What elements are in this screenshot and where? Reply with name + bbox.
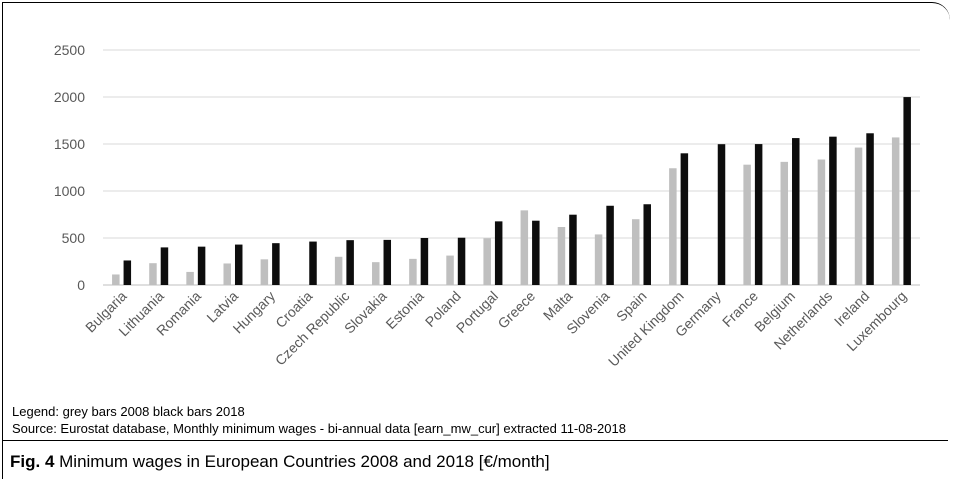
figure-label: Fig. 4 — [10, 452, 55, 471]
bar-ireland-series-1 — [854, 147, 863, 285]
bar-spain-series-2 — [643, 204, 651, 285]
bar-slovakia-series-1 — [372, 262, 380, 285]
caption-divider — [2, 440, 948, 441]
bar-latvia-series-2 — [234, 244, 243, 285]
bar-france-series-1 — [743, 164, 751, 285]
x-tick-label-estonia: Estonia — [382, 288, 426, 332]
bar-france-series-2 — [754, 144, 763, 285]
bar-bulgaria-series-1 — [112, 274, 120, 285]
bar-croatia-series-2 — [309, 241, 317, 285]
bar-slovenia-series-2 — [606, 205, 614, 285]
bar-luxembourg-series-2 — [903, 97, 911, 285]
bar-netherlands-series-2 — [829, 136, 837, 285]
bar-bulgaria-series-2 — [123, 260, 132, 285]
y-tick-label: 2500 — [54, 42, 85, 58]
bar-portugal-series-2 — [494, 221, 503, 285]
bar-greece-series-1 — [520, 210, 529, 285]
bar-greece-series-2 — [532, 220, 540, 285]
bar-spain-series-1 — [631, 219, 640, 285]
bar-malta-series-2 — [569, 214, 577, 285]
bar-poland-series-1 — [446, 255, 454, 285]
bar-hungary-series-1 — [260, 259, 269, 285]
bar-lithuania-series-2 — [160, 247, 169, 285]
figure-caption: Fig. 4 Minimum wages in European Countri… — [10, 452, 550, 472]
y-tick-label: 500 — [62, 230, 86, 246]
bar-estonia-series-2 — [420, 238, 429, 285]
bar-netherlands-series-1 — [817, 159, 826, 285]
bar-slovakia-series-2 — [383, 239, 392, 285]
bar-germany-series-2 — [717, 144, 726, 285]
bar-malta-series-1 — [557, 227, 566, 285]
source-note: Source: Eurostat database, Monthly minim… — [12, 421, 626, 436]
legend-note: Legend: grey bars 2008 black bars 2018 — [12, 404, 245, 419]
y-tick-label: 1000 — [54, 183, 85, 199]
bar-hungary-series-2 — [272, 243, 280, 285]
bar-estonia-series-1 — [409, 258, 417, 285]
bar-united-kingdom-series-2 — [680, 153, 689, 285]
bar-chart: 0 500 1000 1500 2000 2500 BulgariaLithuaniaRo… — [54, 42, 920, 370]
bar-luxembourg-series-1 — [891, 137, 900, 285]
bar-latvia-series-1 — [223, 263, 231, 285]
bar-romania-series-2 — [197, 246, 206, 285]
y-tick-label: 1500 — [54, 136, 85, 152]
bar-united-kingdom-series-1 — [669, 168, 677, 285]
bar-belgium-series-2 — [792, 138, 800, 285]
bar-czech-republic-series-1 — [334, 256, 343, 285]
bar-czech-republic-series-2 — [346, 240, 354, 285]
bar-portugal-series-1 — [483, 238, 491, 285]
bar-lithuania-series-1 — [149, 263, 157, 285]
bar-slovenia-series-1 — [594, 234, 603, 285]
figure-frame — [2, 2, 950, 479]
y-tick-label: 2000 — [54, 89, 85, 105]
bar-belgium-series-1 — [780, 161, 789, 285]
y-axis-ticks: 0 500 1000 1500 2000 2500 — [54, 42, 85, 293]
x-tick-label-greece: Greece — [494, 288, 538, 332]
x-tick-label-portugal: Portugal — [453, 288, 501, 336]
bar-poland-series-2 — [457, 237, 466, 285]
bar-romania-series-1 — [186, 271, 194, 285]
y-tick-label: 0 — [77, 277, 85, 293]
figure-caption-text: Minimum wages in European Countries 2008… — [54, 452, 550, 471]
bar-ireland-series-2 — [866, 133, 874, 285]
bars — [112, 97, 911, 285]
